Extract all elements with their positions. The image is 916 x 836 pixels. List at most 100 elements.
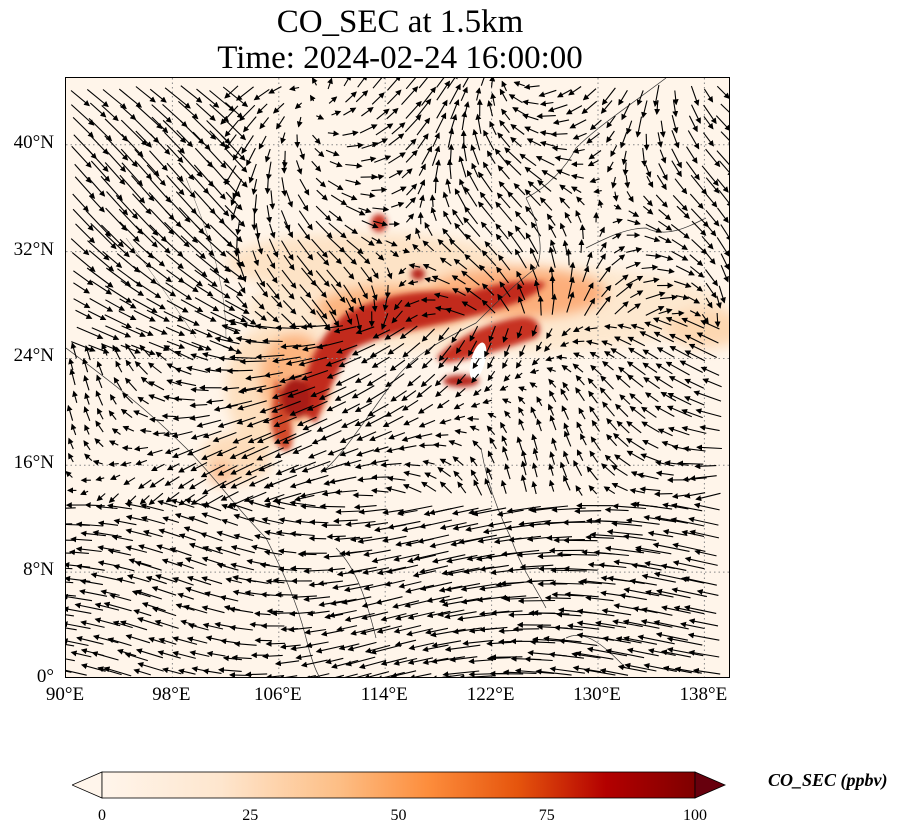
- wind-arrow: [121, 133, 144, 158]
- wind-arrow: [256, 447, 284, 461]
- wind-arrow: [315, 270, 330, 287]
- wind-arrow: [251, 295, 265, 310]
- wind-arrow: [671, 130, 680, 149]
- wind-arrow: [507, 230, 524, 253]
- wind-arrow: [132, 298, 158, 313]
- wind-arrow: [628, 210, 640, 217]
- wind-arrow: [667, 393, 692, 406]
- wind-arrow: [280, 643, 301, 650]
- wind-arrow: [587, 377, 598, 389]
- wind-arrow: [336, 570, 362, 577]
- wind-arrow: [561, 327, 571, 337]
- wind-arrow: [201, 512, 222, 521]
- wind-arrow: [613, 336, 632, 346]
- wind-arrow: [689, 310, 702, 317]
- wind-arrow: [527, 505, 569, 513]
- wind-arrow: [109, 394, 117, 405]
- wind-arrow: [165, 282, 193, 300]
- wind-arrow: [420, 373, 436, 388]
- wind-arrow: [716, 237, 729, 257]
- wind-arrow: [514, 248, 527, 269]
- wind-arrow: [301, 460, 331, 473]
- wind-arrow: [432, 132, 440, 147]
- wind-arrow: [256, 429, 286, 444]
- wind-arrow: [327, 130, 340, 137]
- wind-arrow: [355, 313, 363, 332]
- wind-arrow: [273, 416, 297, 428]
- wind-arrow: [657, 428, 673, 437]
- wind-arrow: [95, 475, 105, 482]
- wind-arrow: [107, 637, 132, 647]
- wind-arrow: [393, 657, 418, 666]
- wind-arrow: [377, 566, 407, 576]
- wind-arrow: [134, 560, 162, 571]
- wind-arrow: [599, 241, 607, 252]
- wind-arrow: [150, 133, 171, 155]
- wind-arrow: [499, 385, 509, 391]
- wind-arrow: [502, 445, 509, 461]
- wind-arrow: [569, 119, 587, 129]
- wind-arrow: [606, 529, 643, 536]
- wind-arrow: [219, 476, 242, 489]
- wind-arrow: [406, 183, 418, 196]
- wind-arrow: [201, 605, 225, 614]
- wind-arrow: [623, 533, 657, 542]
- wind-arrow: [225, 191, 243, 211]
- wind-arrow: [135, 130, 152, 148]
- wind-arrow: [600, 100, 613, 114]
- wind-arrow: [71, 252, 96, 273]
- wind-arrow: [308, 535, 327, 542]
- wind-arrow: [603, 351, 615, 358]
- wind-arrow: [536, 418, 542, 432]
- wind-arrow: [188, 516, 208, 525]
- wind-arrow: [501, 108, 511, 121]
- wind-arrow: [428, 505, 464, 516]
- wind-arrow: [424, 343, 436, 356]
- wind-arrow: [137, 662, 164, 672]
- wind-arrow: [689, 529, 720, 539]
- wind-arrow: [232, 178, 243, 200]
- wind-arrow: [394, 639, 417, 647]
- wind-arrow: [120, 280, 145, 297]
- wind-arrow: [490, 654, 523, 661]
- wind-arrow: [497, 293, 510, 312]
- wind-arrow: [351, 385, 375, 399]
- wind-arrow: [446, 159, 453, 180]
- wind-arrow: [529, 639, 556, 646]
- wind-arrow: [180, 85, 203, 103]
- wind-arrow: [89, 102, 107, 118]
- wind-arrow: [170, 498, 195, 508]
- wind-arrow: [146, 449, 163, 457]
- wind-arrow: [406, 628, 433, 637]
- wind-arrow: [435, 432, 449, 439]
- wind-arrow: [639, 486, 661, 493]
- wind-arrow: [497, 254, 511, 271]
- wind-arrow: [251, 178, 258, 195]
- wind-arrow: [225, 300, 250, 314]
- wind-arrow: [119, 238, 136, 254]
- wind-arrow: [567, 623, 600, 630]
- wind-arrow: [588, 390, 598, 404]
- wind-arrow: [720, 253, 729, 271]
- wind-arrow: [439, 458, 452, 466]
- wind-arrow: [575, 485, 583, 496]
- wind-arrow: [576, 421, 583, 434]
- wind-arrow: [83, 374, 90, 391]
- wind-arrow: [655, 363, 673, 375]
- wind-arrow: [668, 376, 692, 389]
- lat-tick-label: 8°N: [23, 559, 54, 581]
- wind-arrow: [481, 283, 495, 296]
- wind-arrow: [627, 219, 641, 226]
- wind-arrow: [164, 221, 190, 248]
- wind-arrow: [165, 326, 186, 336]
- wind-arrow: [269, 190, 276, 210]
- wind-arrow: [101, 343, 108, 356]
- wind-arrow: [468, 340, 478, 357]
- wind-arrow: [684, 378, 705, 389]
- wind-arrow: [297, 194, 309, 212]
- wind-arrow: [408, 673, 432, 677]
- wind-arrow: [630, 323, 645, 330]
- wind-arrow: [703, 116, 714, 130]
- wind-arrow: [289, 530, 315, 537]
- wind-arrow: [135, 225, 158, 248]
